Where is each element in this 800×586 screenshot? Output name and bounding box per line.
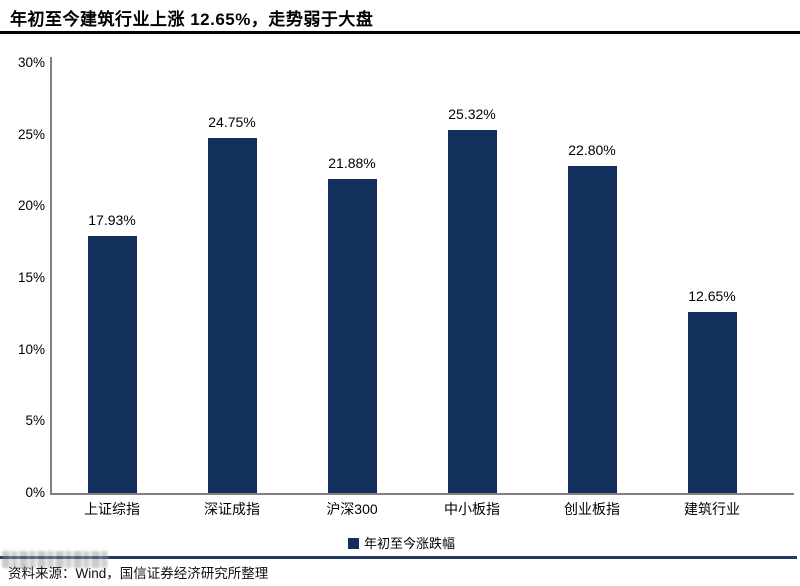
chart-legend: 年初至今涨跌幅 [348, 536, 455, 551]
chart-title: 年初至今建筑行业上涨 12.65%，走势弱于大盘 [10, 10, 374, 29]
bar [87, 236, 137, 493]
bar [567, 166, 617, 493]
bar [327, 179, 377, 493]
watermark [2, 551, 108, 568]
y-tick-label: 5% [25, 413, 45, 429]
x-axis-line [50, 493, 794, 495]
y-tick-label: 10% [17, 341, 45, 357]
title-underline-rule [0, 31, 800, 34]
legend-series-label: 年初至今涨跌幅 [364, 536, 456, 551]
bar-value-label: 24.75% [208, 114, 256, 131]
bar [207, 138, 257, 493]
category-label: 中小板指 [444, 501, 500, 517]
y-tick-label: 30% [17, 55, 45, 70]
category-label: 创业板指 [564, 501, 620, 517]
category-label: 深证成指 [204, 501, 260, 517]
bar-value-label: 17.93% [88, 212, 136, 228]
bar-value-label: 21.88% [328, 155, 376, 172]
category-label: 沪深300 [326, 501, 378, 517]
legend-marker-swatch [348, 538, 359, 549]
y-tick-label: 15% [17, 270, 45, 285]
bar-value-label: 12.65% [688, 287, 736, 304]
source-note: 资料来源：Wind，国信证券经济研究所整理 [8, 566, 269, 581]
category-label: 建筑行业 [684, 501, 740, 517]
bar-value-label: 22.80% [568, 142, 616, 159]
y-axis-line [50, 57, 52, 494]
bar [687, 311, 737, 493]
y-tick-label: 25% [17, 126, 45, 142]
y-tick-label: 20% [17, 198, 45, 214]
footer-separator-rule [0, 556, 797, 559]
category-label: 上证综指 [84, 501, 140, 517]
bar-value-label: 25.32% [448, 106, 496, 123]
bar [447, 130, 497, 493]
y-tick-label: 0% [25, 485, 45, 500]
